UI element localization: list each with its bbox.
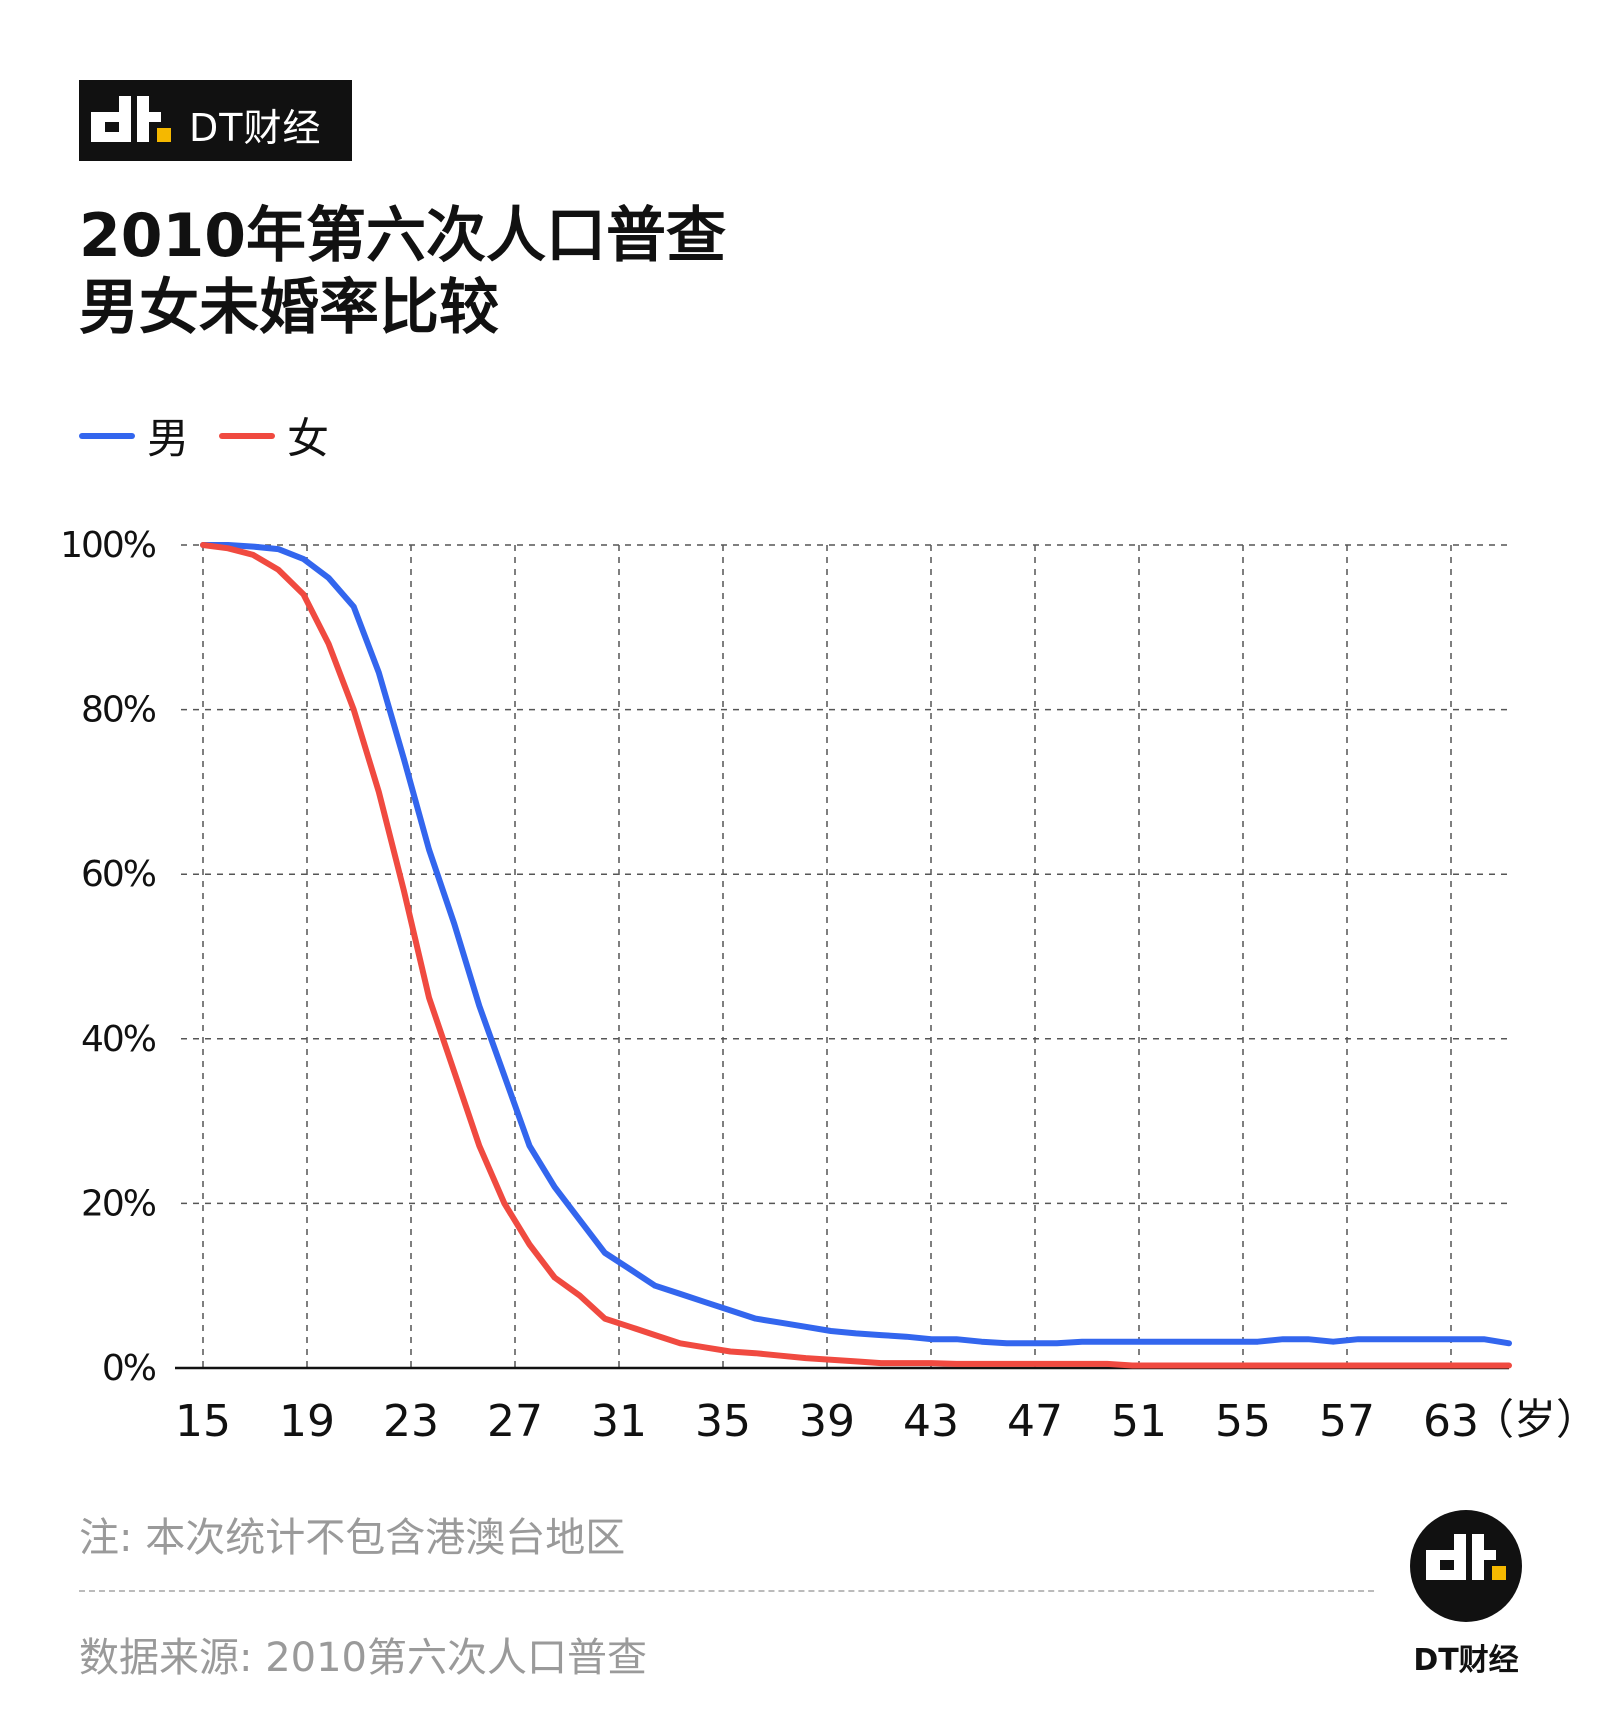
x-tick-label: 23 [383, 1396, 439, 1447]
brand-badge: DT财经 [79, 80, 352, 161]
chart-title: 2010年第六次人口普查 男女未婚率比较 [79, 200, 726, 344]
x-tick-label: 51 [1111, 1396, 1167, 1447]
x-tick-label: 15 [175, 1396, 231, 1447]
dt-logo-icon [1426, 1534, 1506, 1580]
y-tick-label: 40% [81, 1019, 156, 1060]
grid [181, 544, 1509, 1368]
series-lines [200, 542, 1512, 1369]
divider [79, 1590, 1374, 1592]
series-line-male [200, 542, 1512, 1347]
corner-brand-name: DT财经 [1413, 1643, 1519, 1678]
brand-name: DT财经 [189, 106, 322, 150]
x-tick-label: 47 [1007, 1396, 1063, 1447]
legend: 男 女 [79, 405, 359, 466]
x-tick-label: 27 [487, 1396, 543, 1447]
legend-label-male: 男 [147, 414, 190, 463]
footnote: 注: 本次统计不包含港澳台地区 [79, 1515, 626, 1561]
title-line-1: 2010年第六次人口普查 [79, 201, 726, 271]
y-tick-label: 60% [81, 854, 156, 895]
y-tick-label: 80% [81, 690, 156, 731]
x-tick-label: 31 [591, 1396, 647, 1447]
corner-logo [1410, 1510, 1522, 1622]
x-tick-label: 63 [1423, 1396, 1479, 1447]
tick-labels: 0% 20% 40% 60% 80% 100% 15 19 23 27 31 35 39 43 47 51 55… [60, 525, 1598, 1447]
dt-logo-icon [91, 96, 171, 142]
x-tick-label: 57 [1319, 1396, 1375, 1447]
x-axis-unit-label: （岁） [1472, 1395, 1598, 1444]
data-source: 数据来源: 2010第六次人口普查 [79, 1635, 647, 1681]
x-tick-label: 19 [279, 1396, 335, 1447]
legend-swatch-male [79, 432, 135, 439]
x-tick-label: 43 [903, 1396, 959, 1447]
y-tick-label: 100% [60, 525, 156, 566]
unmarried-rate-chart: 0% 20% 40% 60% 80% 100% 15 19 23 27 31 35 39 43 47 51 55… [60, 525, 1598, 1447]
legend-swatch-female [219, 432, 276, 439]
series-line-female [200, 542, 1512, 1369]
title-line-2: 男女未婚率比较 [79, 273, 499, 343]
y-tick-label: 0% [102, 1348, 156, 1389]
legend-label-female: 女 [287, 414, 330, 463]
y-tick-label: 20% [81, 1183, 156, 1224]
x-tick-label: 35 [695, 1396, 751, 1447]
legend-item-male: 男 [79, 405, 189, 466]
legend-item-female: 女 [219, 405, 329, 466]
x-tick-label: 39 [799, 1396, 855, 1447]
x-tick-label: 55 [1215, 1396, 1271, 1447]
